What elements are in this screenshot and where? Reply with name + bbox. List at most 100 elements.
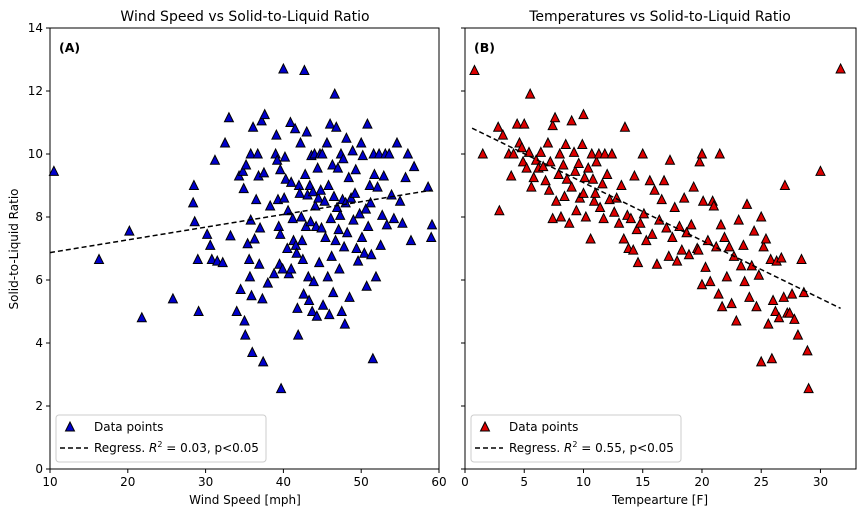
data-point bbox=[373, 147, 385, 159]
data-point bbox=[693, 243, 704, 255]
x-tick-label: 20 bbox=[694, 475, 709, 489]
data-point bbox=[237, 165, 249, 176]
data-point bbox=[322, 270, 334, 282]
data-point bbox=[193, 305, 204, 316]
data-point bbox=[307, 185, 319, 197]
data-point bbox=[835, 62, 846, 74]
data-point bbox=[815, 165, 826, 176]
y-tick-label: 12 bbox=[28, 84, 43, 98]
data-point bbox=[296, 234, 308, 246]
data-point bbox=[247, 121, 259, 132]
data-point bbox=[204, 239, 216, 250]
data-point bbox=[321, 136, 333, 148]
data-point bbox=[344, 291, 355, 302]
data-point bbox=[651, 258, 663, 269]
data-point bbox=[517, 155, 529, 167]
data-point bbox=[563, 217, 575, 228]
data-point bbox=[378, 169, 390, 181]
data-point bbox=[599, 147, 611, 159]
data-point bbox=[697, 195, 709, 206]
data-point bbox=[48, 165, 60, 176]
data-point bbox=[696, 147, 708, 159]
data-point bbox=[560, 138, 572, 150]
data-point bbox=[287, 212, 299, 224]
data-point bbox=[469, 64, 480, 76]
data-point bbox=[294, 187, 306, 198]
data-point bbox=[367, 352, 379, 364]
data-point bbox=[239, 314, 250, 326]
data-point bbox=[700, 261, 711, 272]
data-point bbox=[282, 204, 294, 216]
data-point bbox=[136, 311, 148, 323]
data-point bbox=[189, 215, 201, 227]
x-tick-label: 10 bbox=[42, 475, 57, 489]
data-point bbox=[341, 132, 352, 143]
data-point bbox=[649, 184, 660, 195]
data-point bbox=[362, 220, 374, 231]
data-point bbox=[257, 292, 268, 304]
y-tick-label: 10 bbox=[28, 147, 43, 161]
data-point bbox=[326, 250, 337, 261]
data-point bbox=[540, 174, 551, 186]
panel-a-ticks: 10 20 30 40 50 60 0 2 4 6 8 10 12 14 bbox=[28, 21, 447, 489]
data-point bbox=[347, 144, 358, 156]
data-point bbox=[678, 191, 690, 203]
data-point bbox=[803, 382, 814, 394]
data-point bbox=[569, 165, 581, 176]
x-tick-label: 25 bbox=[754, 475, 769, 489]
data-point bbox=[542, 136, 554, 148]
panel-a-legend-r: R bbox=[149, 441, 157, 455]
data-point bbox=[303, 294, 315, 305]
data-point bbox=[549, 111, 561, 123]
data-point bbox=[629, 169, 640, 181]
data-point bbox=[608, 206, 620, 217]
data-point bbox=[688, 180, 699, 192]
data-point bbox=[339, 317, 351, 329]
panel-a-frame bbox=[49, 27, 440, 470]
data-point bbox=[738, 239, 749, 250]
data-point bbox=[271, 128, 282, 140]
data-point bbox=[524, 88, 536, 99]
data-point bbox=[240, 158, 252, 170]
data-point bbox=[625, 212, 637, 224]
data-point bbox=[748, 225, 760, 236]
panel-b-legend-eq: = bbox=[577, 441, 595, 455]
data-point bbox=[285, 262, 297, 274]
x-tick-label: 60 bbox=[431, 475, 446, 489]
data-point bbox=[328, 190, 340, 202]
data-point bbox=[721, 270, 733, 282]
y-tick-label: 0 bbox=[35, 462, 43, 476]
data-point bbox=[285, 176, 297, 187]
data-point bbox=[582, 162, 594, 173]
data-point bbox=[477, 147, 489, 159]
panel-b-label: (B) bbox=[474, 40, 495, 55]
data-point bbox=[279, 151, 291, 162]
data-point bbox=[497, 128, 509, 140]
panel-a-xlabel: Wind Speed [mph] bbox=[189, 493, 301, 507]
data-point bbox=[511, 117, 523, 129]
data-point bbox=[671, 254, 683, 266]
x-tick-label: 20 bbox=[120, 475, 135, 489]
y-tick-label: 14 bbox=[28, 21, 43, 35]
data-point bbox=[313, 256, 325, 268]
data-point bbox=[280, 173, 292, 184]
data-point bbox=[271, 154, 283, 165]
data-point bbox=[316, 147, 328, 159]
panel-a-legend-eq: = bbox=[162, 441, 180, 455]
y-tick-label: 8 bbox=[35, 210, 43, 224]
data-point bbox=[93, 253, 105, 265]
data-point bbox=[751, 300, 762, 312]
data-point bbox=[587, 173, 599, 184]
data-point bbox=[301, 125, 313, 137]
data-point bbox=[372, 180, 383, 192]
data-point bbox=[713, 288, 724, 299]
data-point bbox=[258, 166, 270, 178]
panel-b-xlabel: Tempearture [F] bbox=[611, 493, 708, 507]
data-point bbox=[535, 146, 547, 157]
data-point bbox=[259, 108, 271, 120]
panel-b-ticks: 0 5 10 15 20 25 30 bbox=[461, 27, 828, 489]
data-point bbox=[676, 243, 688, 255]
data-point bbox=[735, 259, 747, 271]
data-point bbox=[299, 64, 310, 76]
